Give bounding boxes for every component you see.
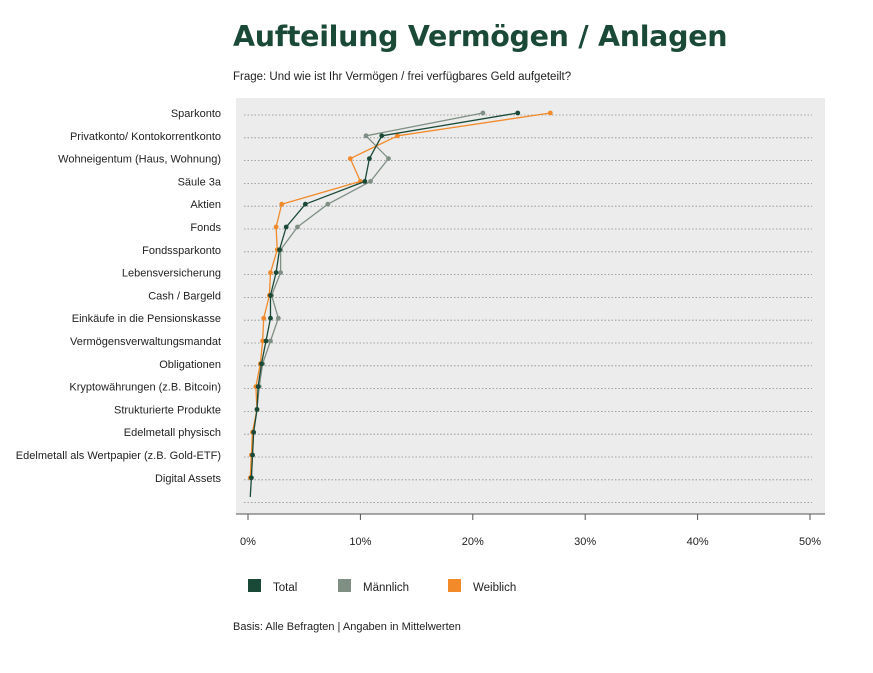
x-tick-label: 30%	[574, 536, 596, 548]
category-label: Obligationen	[159, 359, 221, 371]
data-point	[480, 110, 486, 116]
data-point	[278, 270, 283, 275]
data-point	[547, 110, 553, 116]
category-label: Sparkonto	[171, 108, 221, 120]
category-label: Digital Assets	[155, 473, 222, 485]
series-total	[248, 110, 521, 481]
category-label: Fonds	[190, 222, 221, 234]
footnote: Basis: Alle Befragten | Angaben in Mitte…	[233, 621, 461, 633]
data-point	[277, 247, 282, 253]
data-point	[515, 110, 521, 116]
category-label: Einkäufe in die Pensionskasse	[72, 313, 221, 325]
data-point	[263, 338, 269, 344]
legend-swatch	[338, 579, 351, 592]
data-point	[254, 407, 260, 412]
x-axis-ticks: 0% 10% 20% 30% 40% 50%	[240, 514, 821, 548]
gridlines	[244, 114, 812, 504]
category-label: Edelmetall physisch	[124, 427, 221, 439]
data-point	[268, 338, 273, 344]
data-point	[255, 384, 261, 389]
data-point	[261, 315, 267, 321]
legend-swatch	[448, 579, 461, 592]
data-point	[379, 133, 385, 139]
series-group	[247, 110, 553, 498]
data-point	[325, 201, 331, 207]
legend-swatch	[248, 579, 261, 592]
data-point	[368, 179, 373, 184]
data-point	[386, 156, 391, 162]
category-label: Säule 3a	[178, 176, 222, 188]
category-label: Aktien	[190, 199, 221, 211]
data-point	[260, 338, 266, 344]
legend-label: Weiblich	[473, 582, 516, 594]
data-point	[268, 315, 273, 321]
category-label: Edelmetall als Wertpapier (z.B. Gold-ETF…	[16, 450, 221, 462]
data-point	[275, 315, 281, 321]
category-label: Cash / Bargeld	[148, 290, 221, 302]
category-label: Vermögensverwaltungsmandat	[70, 336, 221, 348]
data-point	[273, 270, 279, 275]
series-tail	[249, 477, 253, 498]
data-point	[395, 133, 400, 139]
data-point	[295, 224, 300, 230]
data-point	[250, 452, 255, 458]
legend: Total Männlich Weiblich	[248, 579, 516, 594]
category-label: Privatkonto/ Kontokorrentkonto	[70, 131, 221, 143]
legend-label: Total	[273, 582, 297, 594]
category-labels: Sparkonto Privatkonto/ Kontokorrentkonto W…	[16, 108, 222, 485]
category-label: Wohneigentum (Haus, Wohnung)	[58, 154, 221, 166]
chart-title: Aufteilung Vermögen / Anlagen	[233, 20, 728, 53]
category-label: Lebensversicherung	[122, 268, 221, 280]
x-tick-label: 0%	[240, 536, 256, 548]
data-point	[273, 224, 279, 230]
data-point	[363, 133, 369, 139]
x-tick-label: 50%	[799, 536, 821, 548]
data-point	[251, 429, 257, 435]
x-tick-label: 40%	[687, 536, 709, 548]
x-tick-label: 10%	[349, 536, 371, 548]
data-point	[302, 201, 308, 207]
data-point	[283, 224, 289, 230]
data-point	[279, 201, 285, 207]
category-label: Strukturierte Produkte	[114, 404, 221, 416]
data-point	[268, 270, 273, 275]
data-point	[362, 179, 368, 184]
data-point	[366, 156, 372, 162]
x-tick-label: 20%	[462, 536, 484, 548]
data-point	[259, 361, 264, 367]
data-point	[248, 475, 254, 481]
category-label: Fondssparkonto	[142, 245, 221, 257]
legend-label: Männlich	[363, 582, 409, 594]
plot-background	[236, 98, 825, 514]
chart-subtitle: Frage: Und wie ist Ihr Vermögen / frei v…	[233, 71, 572, 83]
data-point	[347, 156, 353, 162]
data-point	[268, 293, 273, 298]
category-label: Kryptowährungen (z.B. Bitcoin)	[69, 382, 221, 394]
